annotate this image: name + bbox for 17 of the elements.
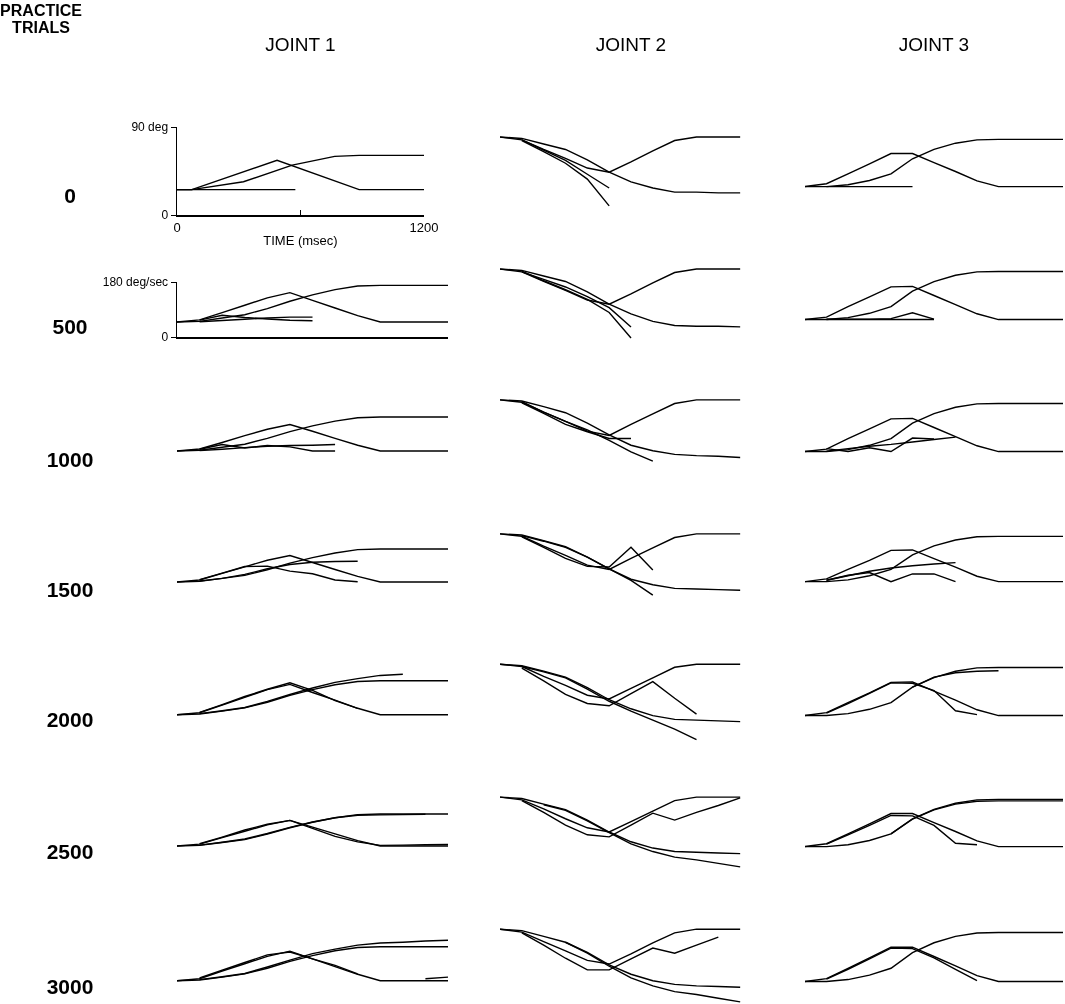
chart-title: JOINT 2 bbox=[594, 34, 668, 56]
y-axis-title: 500 bbox=[51, 314, 89, 340]
x-tick-label: 1200 bbox=[409, 220, 439, 236]
y-tick-label: 90 deg bbox=[131, 120, 169, 135]
y-tick-label: 0 bbox=[161, 329, 169, 344]
y-tick-label: 0 bbox=[161, 208, 169, 223]
y-axis-title: 3000 bbox=[45, 974, 95, 1000]
y-axis-title: 1000 bbox=[45, 447, 95, 473]
chart-title: JOINT 3 bbox=[897, 34, 971, 56]
x-axis-title: TIME (msec) bbox=[263, 233, 338, 249]
chart-title: JOINT 1 bbox=[264, 34, 337, 56]
y-axis-title: 0 bbox=[63, 183, 77, 209]
y-axis-title: 2000 bbox=[45, 707, 95, 733]
y-axis-title: 2500 bbox=[45, 839, 95, 865]
y-tick-label: 180 deg/sec bbox=[102, 274, 169, 289]
y-axis-title: 1500 bbox=[45, 577, 95, 603]
text: PRACTICE TRIALS bbox=[0, 2, 82, 36]
